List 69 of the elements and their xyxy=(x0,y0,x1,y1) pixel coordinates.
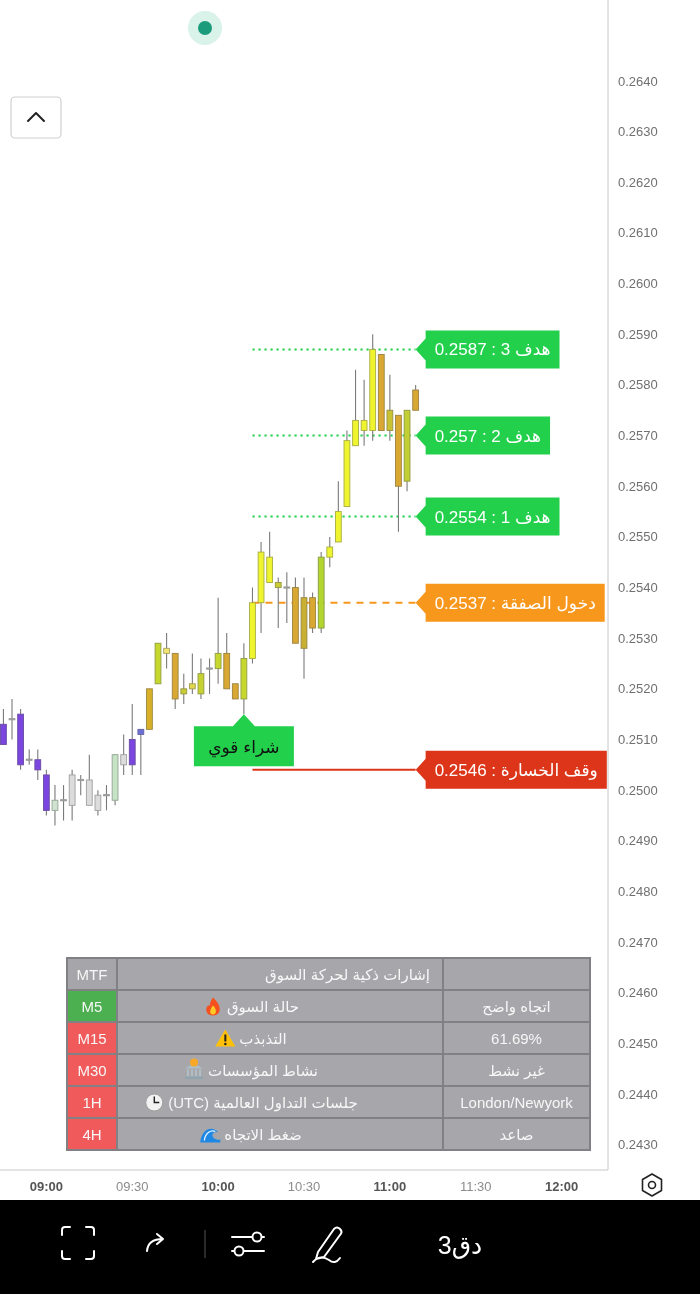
y-tick-label: 0.2580 xyxy=(618,377,658,393)
y-tick-label: 0.2520 xyxy=(618,681,658,697)
y-tick-label: 0.2440 xyxy=(618,1086,658,1102)
y-tick-label: 0.2640 xyxy=(618,73,658,89)
x-tick-label: 10:30 xyxy=(287,1179,321,1194)
annotation: اتجاه واضح xyxy=(482,997,551,1016)
y-tick-label: 0.2450 xyxy=(618,1035,658,1051)
candlestick xyxy=(206,657,213,695)
candlestick xyxy=(103,784,110,811)
annotation: غير نشط xyxy=(488,1061,545,1080)
candlestick xyxy=(34,749,42,781)
candlestick xyxy=(214,597,222,685)
y-tick-label: 0.2510 xyxy=(618,731,658,747)
annotation: صاعد xyxy=(499,1125,534,1143)
candlestick xyxy=(283,571,291,624)
annotation: التذبذب xyxy=(239,1029,287,1047)
annotation: جلسات التداول العالمية (UTC) xyxy=(168,1093,358,1112)
annotation: 4H xyxy=(82,1125,102,1143)
y-tick-label: 0.2600 xyxy=(618,276,658,292)
x-tick-label: 12:00 xyxy=(545,1179,579,1194)
annotation: 1H xyxy=(82,1093,102,1111)
text: إشارات ذكية لحركة السوق xyxy=(265,965,430,984)
x-tick-label: 11:30 xyxy=(459,1179,492,1194)
y-tick-label: 0.2490 xyxy=(618,833,658,849)
candlestick xyxy=(326,536,334,568)
y-tick-label: 0.2470 xyxy=(618,934,658,950)
series-label: هدف 2 : 0.257 xyxy=(434,426,542,446)
y-tick-label: 0.2460 xyxy=(618,985,658,1001)
candlestick xyxy=(163,632,170,670)
annotation: M5 xyxy=(81,997,103,1015)
text: 3دق xyxy=(437,1230,483,1259)
candlestick xyxy=(180,673,188,705)
y-tick-label: 0.2560 xyxy=(618,478,658,494)
annotation: حالة السوق xyxy=(226,997,300,1016)
y-tick-label: 0.2620 xyxy=(618,174,658,190)
y-tick-label: 0.2480 xyxy=(618,883,658,899)
candlestick xyxy=(0,708,7,746)
y-tick-label: 0.2630 xyxy=(618,124,658,140)
y-tick-label: 0.2540 xyxy=(618,580,658,596)
y-tick-label: 0.2430 xyxy=(618,1137,658,1153)
x-tick-label: 10:00 xyxy=(201,1179,235,1194)
candlestick xyxy=(137,728,145,776)
candlestick xyxy=(197,657,205,700)
y-tick-label: 0.2570 xyxy=(618,428,658,444)
annotation: نشاط المؤسسات xyxy=(208,1061,318,1080)
annotation: شراء قوي xyxy=(208,738,280,759)
x-tick-label: 09:00 xyxy=(29,1179,63,1194)
y-tick-label: 0.2550 xyxy=(618,529,658,545)
annotation: M15 xyxy=(77,1029,107,1047)
candlestick xyxy=(386,374,394,442)
annotation: ضغط الاتجاه xyxy=(224,1125,302,1143)
y-tick-label: 0.2530 xyxy=(618,630,658,646)
x-tick-label: 11:00 xyxy=(373,1179,407,1194)
candlestick xyxy=(412,384,420,411)
series-label: هدف 1 : 0.2554 xyxy=(434,507,551,527)
annotation: M30 xyxy=(77,1061,107,1079)
x-tick-label: 09:30 xyxy=(115,1179,149,1194)
annotation: London/Newyork xyxy=(460,1093,574,1111)
candlestick xyxy=(274,576,282,629)
y-tick-label: 0.2610 xyxy=(618,225,658,241)
candlestick xyxy=(8,698,16,741)
y-tick-label: 0.2590 xyxy=(618,326,658,342)
series-label: دخول الصفقة : 0.2537 xyxy=(434,593,596,613)
annotation: MTF xyxy=(76,965,108,983)
series-label: وقف الخسارة : 0.2546 xyxy=(434,760,598,780)
candlestick xyxy=(188,652,196,695)
series-label: هدف 3 : 0.2587 xyxy=(434,340,551,360)
y-tick-label: 0.2500 xyxy=(618,782,658,798)
annotation: 61.69% xyxy=(491,1029,542,1047)
